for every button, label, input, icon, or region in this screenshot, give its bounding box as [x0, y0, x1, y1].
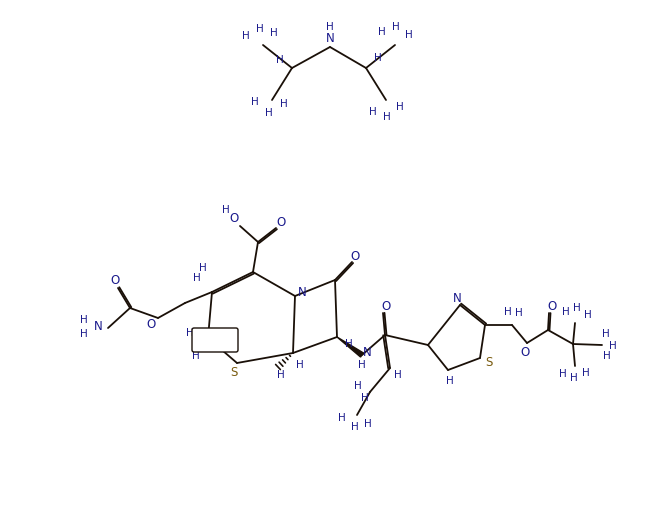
Text: N: N [453, 292, 462, 304]
Text: H: H [296, 360, 304, 370]
Text: H: H [186, 328, 194, 338]
Text: O: O [229, 212, 239, 225]
Text: H: H [199, 263, 207, 273]
Text: H: H [361, 393, 369, 403]
Text: H: H [559, 369, 567, 379]
Text: H: H [280, 99, 288, 109]
Text: H: H [80, 329, 88, 339]
Text: H: H [80, 315, 88, 325]
Text: N: N [326, 32, 334, 44]
Text: H: H [242, 31, 250, 41]
Text: H: H [392, 22, 400, 32]
Text: S: S [485, 355, 493, 369]
Text: H: H [265, 108, 273, 118]
Text: O: O [350, 250, 360, 264]
Text: H: H [270, 28, 278, 38]
Text: H: H [193, 273, 201, 283]
Text: H: H [338, 413, 346, 423]
Text: H: H [603, 351, 611, 361]
Text: H: H [369, 107, 377, 117]
Text: H: H [326, 22, 334, 32]
Text: O: O [547, 300, 557, 314]
Text: H: H [602, 329, 610, 339]
Text: N: N [94, 320, 102, 332]
Text: H: H [251, 97, 259, 107]
Text: O: O [146, 318, 156, 330]
Text: H: H [192, 351, 200, 361]
Text: H: H [256, 24, 264, 34]
Text: H: H [345, 339, 353, 349]
Text: H: H [222, 205, 230, 215]
Polygon shape [337, 337, 364, 357]
Text: H: H [351, 422, 359, 432]
FancyBboxPatch shape [192, 328, 238, 352]
Text: N: N [362, 347, 371, 359]
Text: O: O [381, 300, 390, 314]
Text: H: H [446, 376, 454, 386]
Text: H: H [584, 310, 592, 320]
Text: O: O [110, 274, 120, 288]
Text: H: H [394, 370, 402, 380]
Text: H: H [374, 53, 382, 63]
Text: H: H [277, 370, 285, 380]
Text: S: S [230, 366, 237, 380]
Text: H: H [378, 27, 386, 37]
Text: O: O [521, 346, 529, 358]
Text: H: H [582, 368, 590, 378]
Text: Abs: Abs [205, 335, 225, 345]
Text: H: H [358, 360, 366, 370]
Text: H: H [383, 112, 391, 122]
Text: N: N [298, 286, 307, 298]
Text: H: H [276, 55, 284, 65]
Text: H: H [562, 307, 570, 317]
Text: H: H [396, 102, 404, 112]
Text: H: H [405, 30, 413, 40]
Text: H: H [609, 341, 617, 351]
Text: H: H [364, 419, 372, 429]
Text: H: H [515, 308, 523, 318]
Text: H: H [570, 373, 578, 383]
Text: H: H [573, 303, 581, 313]
Text: H: H [504, 307, 512, 317]
Text: O: O [277, 216, 286, 230]
Text: H: H [354, 381, 362, 391]
